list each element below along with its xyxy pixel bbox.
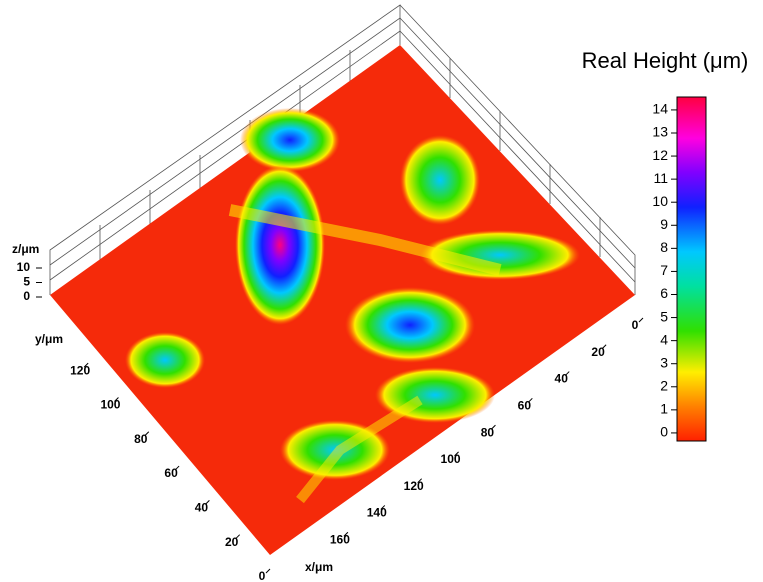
- z-tick-label: 0: [23, 289, 30, 303]
- x-tick-label: 0: [632, 318, 639, 332]
- colorbar-tick-label: 13: [652, 124, 668, 140]
- y-tick: [266, 569, 270, 573]
- x-tick-label: 160: [330, 532, 350, 546]
- x-tick-label: 80: [481, 425, 495, 439]
- x-tick: [639, 318, 643, 322]
- z-tick-label: 10: [17, 260, 31, 274]
- colorbar-tick-label: 1: [660, 401, 668, 417]
- colorbar: [677, 97, 706, 441]
- x-tick-label: 40: [555, 372, 569, 386]
- y-tick-label: 40: [195, 501, 209, 515]
- colorbar-tick-label: 9: [660, 216, 668, 232]
- colorbar-tick-label: 6: [660, 285, 668, 301]
- colorbar-tick-label: 7: [660, 262, 668, 278]
- colorbar-tick-label: 2: [660, 377, 668, 393]
- colorbar-tick-label: 12: [652, 147, 668, 163]
- colorbar-tick-label: 10: [652, 193, 668, 209]
- x-tick-label: 100: [441, 452, 461, 466]
- x-tick-label: 120: [404, 479, 424, 493]
- y-tick-label: 60: [164, 466, 178, 480]
- chart: Real Height (μm) x/μm y/μm z/μm 02040608…: [0, 0, 763, 582]
- z-axis-label: z/μm: [12, 242, 39, 256]
- colorbar-tick-label: 5: [660, 308, 668, 324]
- x-tick-label: 20: [591, 345, 605, 359]
- colorbar-title: Real Height (μm): [582, 48, 749, 73]
- x-axis-label: x/μm: [305, 560, 333, 574]
- y-tick-label: 0: [259, 569, 266, 582]
- y-tick-label: 100: [100, 398, 120, 412]
- x-tick-label: 140: [367, 506, 387, 520]
- colorbar-tick-label: 11: [653, 170, 668, 186]
- y-tick-label: 20: [225, 535, 239, 549]
- y-axis-label: y/μm: [35, 332, 63, 346]
- colorbar-tick-label: 4: [660, 331, 668, 347]
- y-tick-label: 80: [134, 432, 148, 446]
- x-tick-label: 60: [518, 399, 532, 413]
- colorbar-tick-label: 3: [660, 354, 668, 370]
- colorbar-tick-label: 14: [652, 101, 668, 117]
- z-tick-label: 5: [23, 275, 30, 289]
- colorbar-tick-label: 8: [660, 239, 668, 255]
- colorbar-tick-label: 0: [660, 424, 668, 440]
- y-tick-label: 120: [70, 363, 90, 377]
